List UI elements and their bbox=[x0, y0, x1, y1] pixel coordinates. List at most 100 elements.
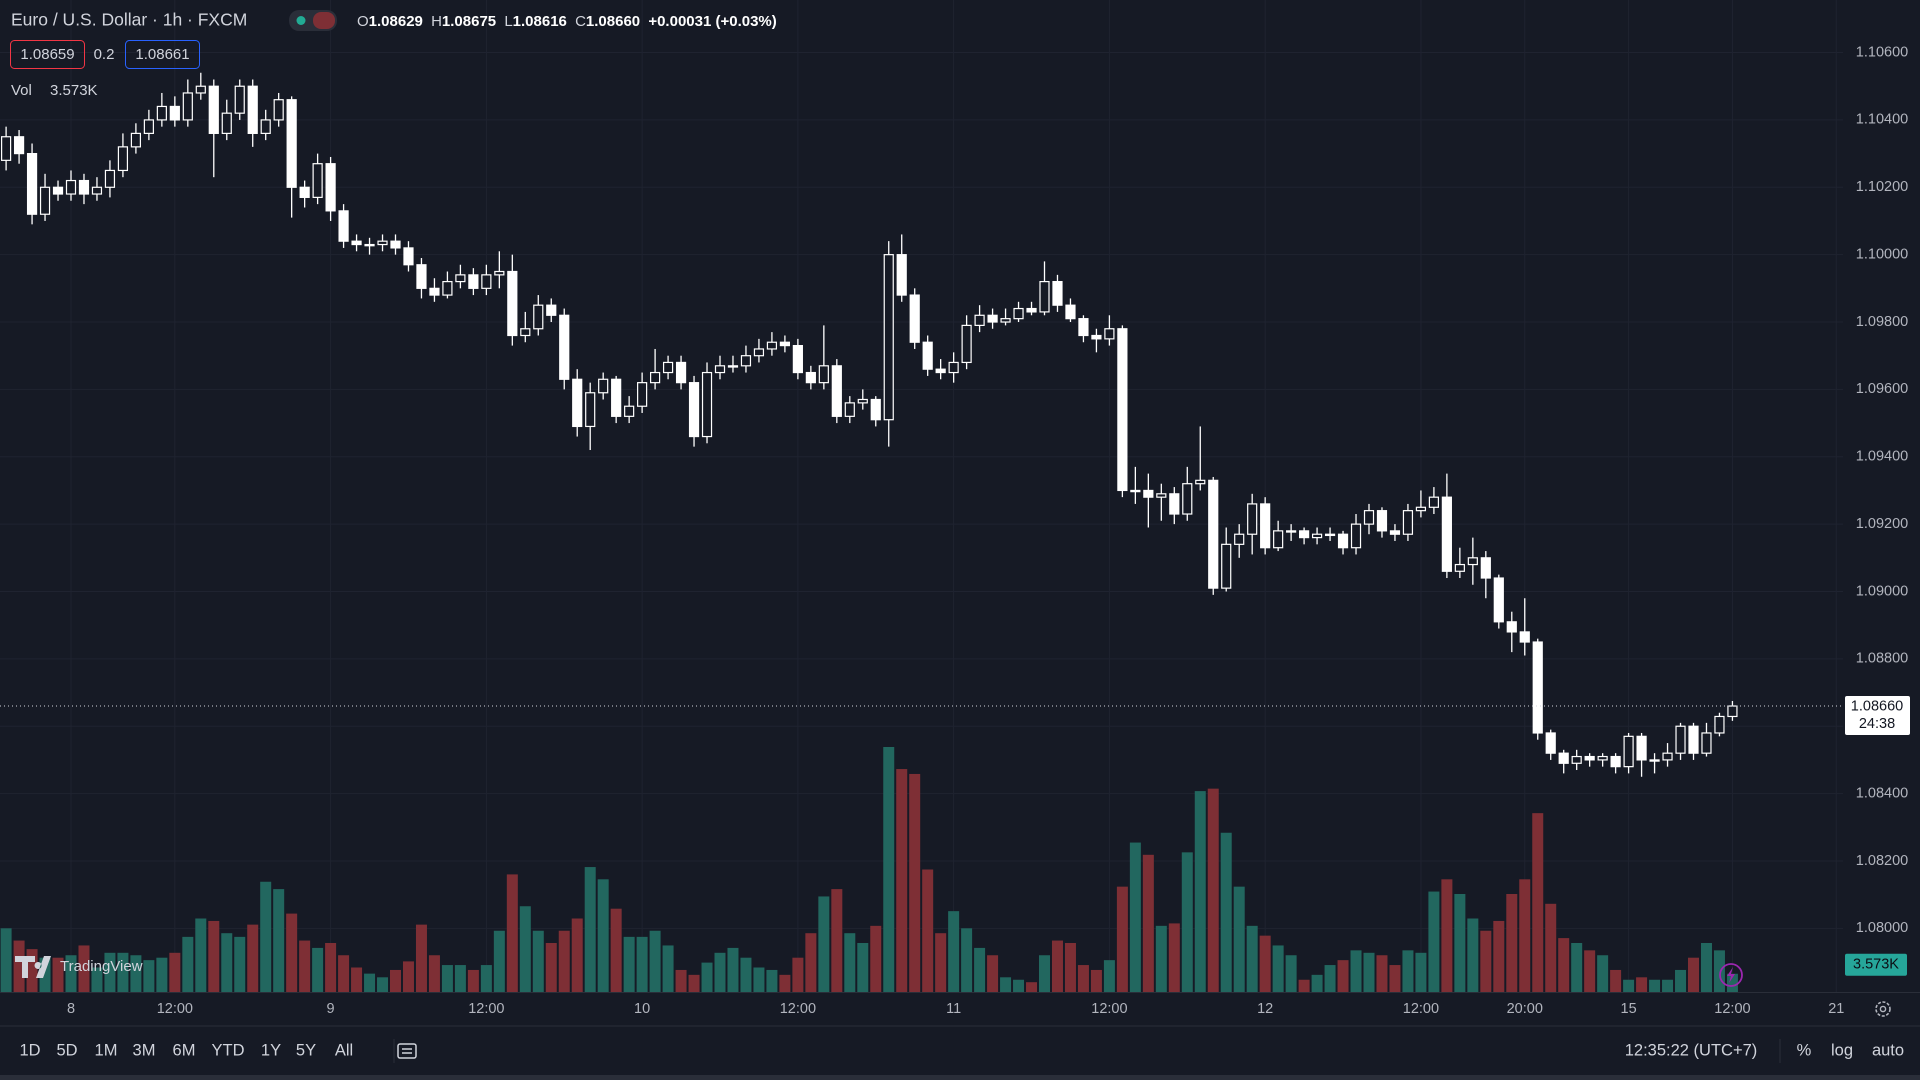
volume-bar bbox=[519, 906, 531, 992]
candle-body bbox=[753, 348, 765, 357]
candle-body bbox=[883, 254, 894, 421]
candle-body bbox=[662, 361, 674, 374]
volume-bar bbox=[1246, 925, 1258, 992]
volume-bar bbox=[506, 874, 518, 992]
scale-option[interactable]: % bbox=[1797, 1041, 1812, 1059]
range-button[interactable]: 5D bbox=[56, 1041, 77, 1059]
x-tick-label: 12:00 bbox=[468, 1001, 504, 1017]
icon-shape bbox=[1719, 963, 1743, 987]
candle-body bbox=[1701, 732, 1712, 754]
candle-body bbox=[1584, 755, 1595, 761]
symbol-title[interactable]: Euro / U.S. Dollar · 1h · FXCM bbox=[11, 10, 247, 30]
volume-bar bbox=[312, 947, 324, 992]
candle-body bbox=[390, 240, 401, 249]
candle-body bbox=[1156, 493, 1167, 498]
candle-body bbox=[1467, 557, 1478, 566]
volume-bar bbox=[234, 936, 246, 992]
volume-bar bbox=[402, 961, 414, 992]
y-tick-label: 1.10200 bbox=[1856, 179, 1908, 195]
range-button[interactable]: 1M bbox=[95, 1041, 118, 1059]
volume-bar bbox=[325, 943, 337, 992]
candle-body bbox=[701, 371, 713, 438]
candle-body bbox=[1234, 533, 1245, 545]
candle-body bbox=[156, 105, 167, 121]
candle-body bbox=[533, 304, 544, 330]
volume-bar bbox=[922, 869, 934, 992]
settings-icon[interactable] bbox=[1875, 1001, 1891, 1017]
volume-bar bbox=[182, 936, 194, 992]
candle-body bbox=[805, 371, 816, 384]
sell-button[interactable]: 1.08659 bbox=[10, 40, 85, 69]
x-tick-label: 21 bbox=[1828, 1001, 1844, 1017]
ohlc-value: 1.08675 bbox=[442, 13, 496, 30]
candle-body bbox=[585, 392, 596, 428]
lightning-icon[interactable] bbox=[1719, 963, 1743, 987]
y-tick-label: 1.09200 bbox=[1856, 516, 1908, 532]
volume-bar bbox=[1376, 955, 1388, 992]
volume-bar bbox=[195, 918, 207, 992]
volume-bar bbox=[701, 962, 713, 992]
clock[interactable]: 12:35:22 (UTC+7) bbox=[1625, 1041, 1758, 1059]
volume-bar bbox=[1233, 886, 1245, 992]
candle-body bbox=[143, 119, 154, 134]
volume-bar bbox=[1311, 974, 1323, 992]
buy-box bbox=[125, 40, 200, 69]
volume-bar bbox=[1363, 952, 1375, 992]
volume-bar bbox=[1610, 969, 1622, 992]
volume-bar bbox=[260, 881, 272, 992]
candle-body bbox=[1091, 334, 1102, 340]
range-button[interactable]: YTD bbox=[212, 1041, 245, 1059]
range-button[interactable]: 3M bbox=[133, 1041, 156, 1059]
volume-bar bbox=[1454, 894, 1466, 992]
icon-shape bbox=[1879, 1005, 1887, 1013]
volume-bar bbox=[1051, 940, 1063, 992]
candle-body bbox=[39, 186, 51, 215]
volume-bar bbox=[1402, 950, 1414, 992]
candle-body bbox=[403, 247, 414, 266]
volume-pane bbox=[0, 747, 1738, 992]
volume-bar bbox=[688, 974, 700, 992]
volume-bar bbox=[143, 960, 155, 992]
candle-body bbox=[494, 270, 505, 276]
volume-bar bbox=[390, 969, 401, 992]
candle-body bbox=[624, 405, 635, 417]
range-button[interactable]: 1Y bbox=[261, 1041, 281, 1059]
candle-body bbox=[1363, 510, 1375, 525]
toggle-red bbox=[313, 12, 335, 29]
candle-body bbox=[1402, 510, 1414, 535]
range-button[interactable]: All bbox=[335, 1041, 353, 1059]
volume-bar bbox=[1272, 945, 1284, 992]
candle-body bbox=[1415, 506, 1427, 512]
volume-bar bbox=[156, 957, 168, 992]
x-tick-label: 12:00 bbox=[157, 1001, 193, 1017]
candle-body bbox=[688, 382, 700, 438]
candle-body bbox=[1026, 307, 1037, 313]
candle-body bbox=[507, 270, 518, 337]
candle-body bbox=[1441, 496, 1452, 572]
candle-body bbox=[1143, 489, 1154, 498]
candle-body bbox=[364, 243, 375, 247]
volume-bar bbox=[1415, 952, 1427, 992]
candle-body bbox=[779, 341, 791, 347]
compare-icon[interactable] bbox=[397, 1043, 417, 1059]
y-tick-label: 1.09600 bbox=[1856, 381, 1908, 397]
buy-button[interactable]: 1.08661 bbox=[125, 40, 200, 69]
candle-body bbox=[1389, 530, 1401, 535]
scale-option[interactable]: auto bbox=[1872, 1041, 1904, 1059]
candle-body bbox=[1519, 631, 1530, 643]
range-button[interactable]: 5Y bbox=[296, 1041, 316, 1059]
range-button[interactable]: 1D bbox=[19, 1041, 40, 1059]
candle-body bbox=[1714, 715, 1725, 734]
volume-bar bbox=[1350, 950, 1362, 992]
range-button[interactable]: 6M bbox=[173, 1041, 196, 1059]
status-toggle[interactable] bbox=[289, 10, 337, 31]
volume-bar bbox=[935, 933, 947, 992]
candle-body bbox=[727, 365, 739, 368]
y-tick-label: 1.10400 bbox=[1856, 112, 1908, 128]
volume-bar bbox=[675, 969, 687, 992]
logo[interactable]: TradingView bbox=[15, 956, 143, 978]
volume-bar bbox=[1636, 977, 1648, 992]
volume-bar bbox=[740, 957, 752, 992]
scale-option[interactable]: log bbox=[1831, 1041, 1853, 1059]
candle-body bbox=[909, 294, 920, 343]
